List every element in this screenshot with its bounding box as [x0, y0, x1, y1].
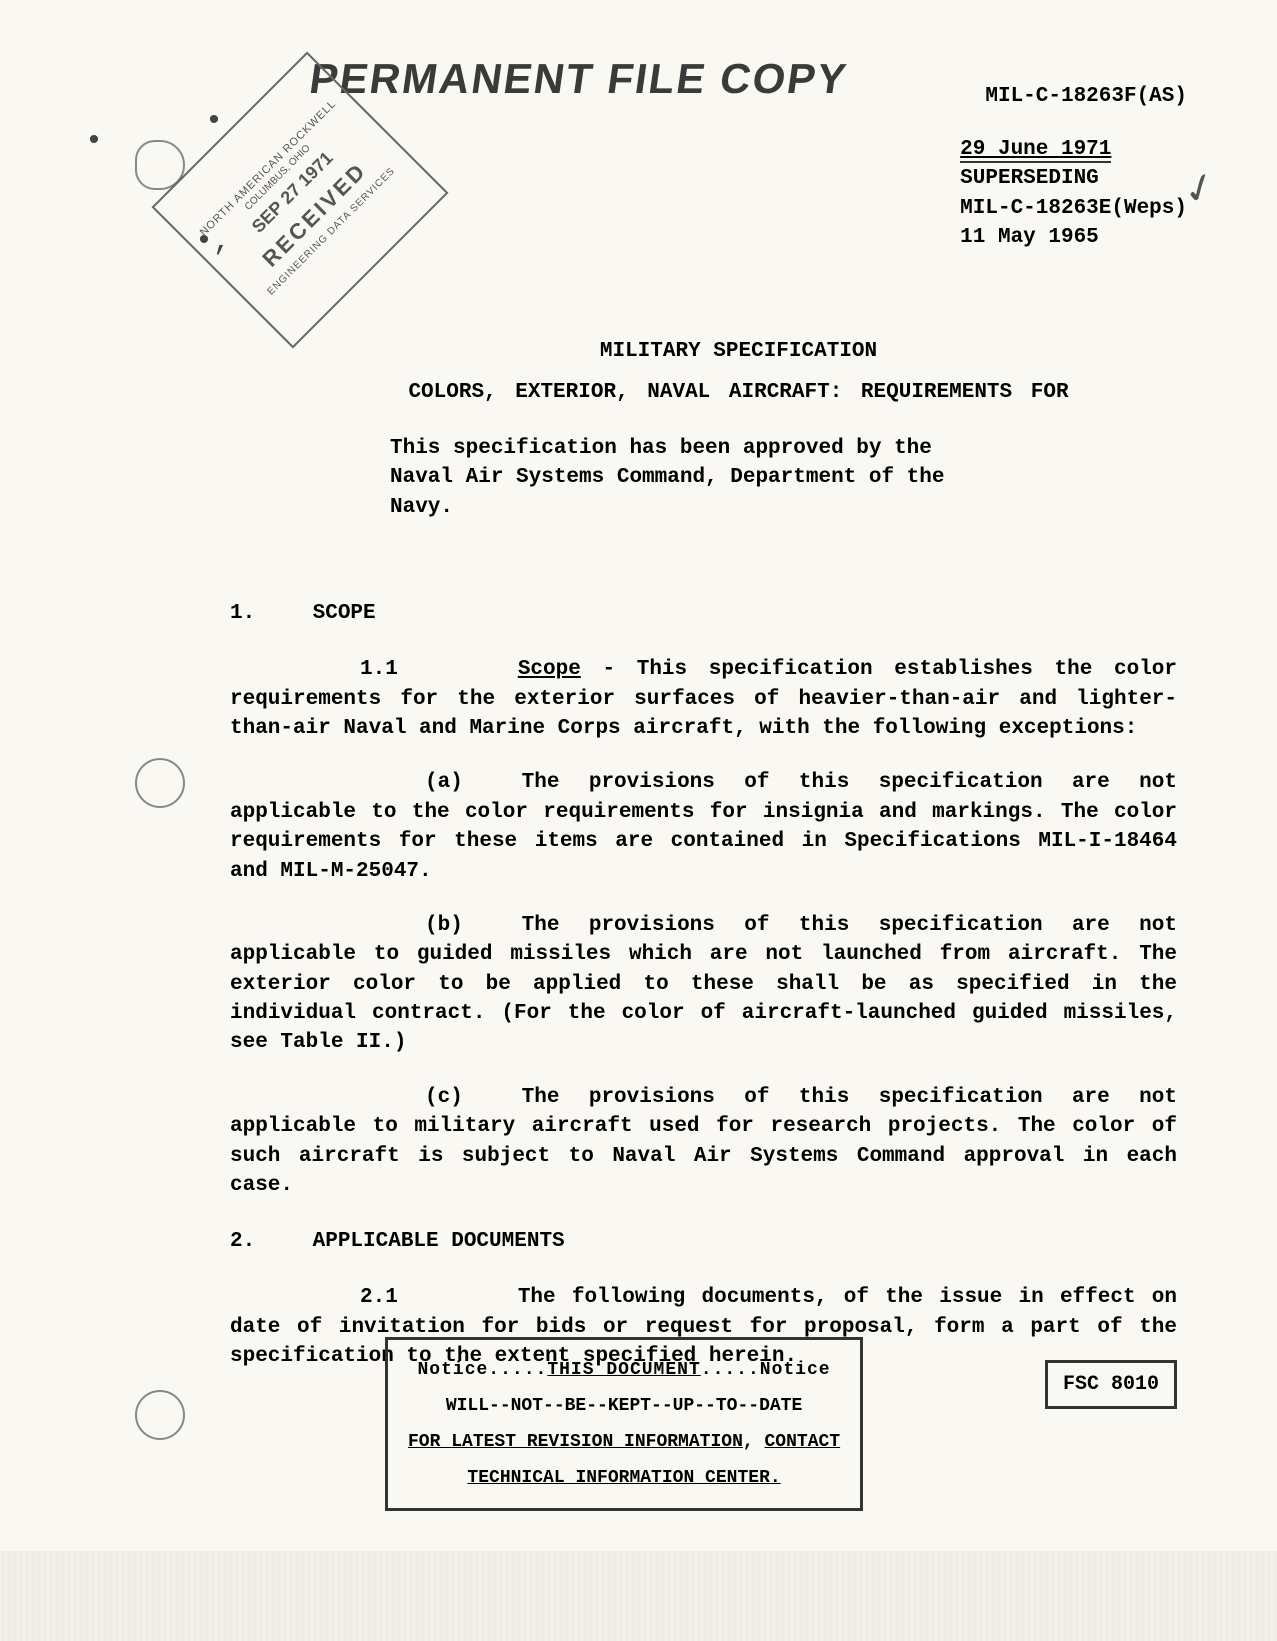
specification-number: MIL-C-18263F(AS): [985, 85, 1187, 108]
subsection-label: Scope: [518, 658, 581, 681]
file-copy-stamp: PERMANENT FILE COPY: [307, 55, 851, 103]
subsection-number: 2.1: [360, 1286, 398, 1309]
approval-statement: This specification has been approved by …: [390, 434, 950, 522]
paragraph-text: The provisions of this specification are…: [230, 771, 1177, 882]
current-date: 29 June 1971: [960, 138, 1111, 163]
document-subtitle: COLORS, EXTERIOR, NAVAL AIRCRAFT: REQUIR…: [280, 381, 1197, 404]
section-number: 1.: [230, 602, 300, 625]
item-letter: (c): [425, 1086, 463, 1109]
hole-punch-icon: [135, 1390, 185, 1440]
section-title: SCOPE: [313, 602, 376, 625]
paragraph-text: The provisions of this specification are…: [230, 1086, 1177, 1197]
paragraph-1-1-c: (c) The provisions of this specification…: [230, 1083, 1177, 1201]
notice-line: Notice.....THIS DOCUMENT.....Notice: [408, 1352, 840, 1388]
notice-line: FOR LATEST REVISION INFORMATION, CONTACT: [408, 1424, 840, 1460]
item-letter: (a): [425, 771, 463, 794]
paragraph-1-1: 1.1Scope - This specification establishe…: [230, 655, 1177, 743]
paragraph-text: The provisions of this specification are…: [230, 914, 1177, 1055]
previous-spec: MIL-C-18263E(Weps): [960, 197, 1187, 220]
date-block: 29 June 1971 SUPERSEDING MIL-C-18263E(We…: [960, 135, 1187, 253]
dot-mark: •: [85, 125, 103, 159]
paragraph-1-1-a: (a) The provisions of this specification…: [230, 768, 1177, 886]
fsc-code-box: FSC 8010: [1045, 1360, 1177, 1409]
section-number: 2.: [230, 1230, 300, 1253]
previous-date: 11 May 1965: [960, 226, 1099, 249]
notice-box: Notice.....THIS DOCUMENT.....Notice WILL…: [385, 1337, 863, 1511]
paragraph-1-1-b: (b) The provisions of this specification…: [230, 911, 1177, 1058]
subsection-number: 1.1: [360, 658, 398, 681]
item-letter: (b): [425, 914, 463, 937]
superseding-label: SUPERSEDING: [960, 167, 1099, 190]
hole-punch-icon: [135, 758, 185, 808]
section-2-heading: 2. APPLICABLE DOCUMENTS: [230, 1230, 1197, 1253]
document-title: MILITARY SPECIFICATION: [280, 340, 1197, 363]
notice-line: WILL--NOT--BE--KEPT--UP--TO--DATE: [408, 1388, 840, 1424]
document-page: • • •, PERMANENT FILE COPY MIL-C-18263F(…: [0, 0, 1277, 1641]
section-title: APPLICABLE DOCUMENTS: [313, 1230, 565, 1253]
dot-mark: •: [205, 105, 223, 139]
notice-line: TECHNICAL INFORMATION CENTER.: [408, 1460, 840, 1496]
photocopy-noise: [0, 1551, 1277, 1641]
section-1-heading: 1. SCOPE: [230, 602, 1197, 625]
